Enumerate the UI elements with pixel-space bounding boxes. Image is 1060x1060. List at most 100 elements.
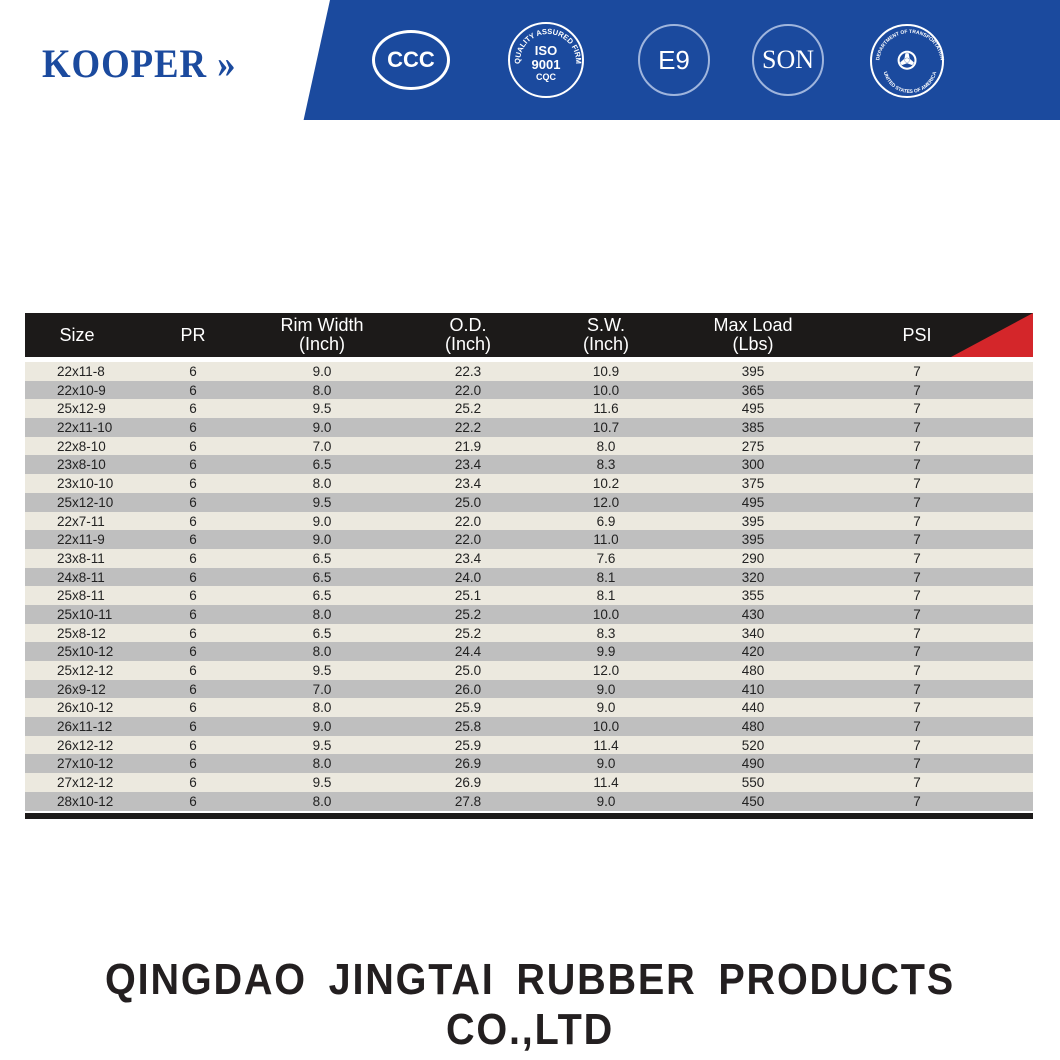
cell-size: 23x8-10 bbox=[57, 457, 106, 473]
table-row: 25x12-12 6 9.5 25.0 12.0 480 7 bbox=[25, 661, 1033, 680]
cell-rim-width: 9.0 bbox=[312, 532, 332, 548]
cell-od: 25.9 bbox=[454, 737, 482, 753]
cell-max-load: 365 bbox=[741, 382, 765, 398]
col-header-max-load: Max Load (Lbs) bbox=[713, 315, 793, 354]
cell-max-load: 480 bbox=[741, 663, 765, 678]
cell-size: 25x12-12 bbox=[57, 663, 114, 678]
cell-rim-width: 9.5 bbox=[312, 663, 332, 678]
cell-psi: 7 bbox=[913, 737, 921, 753]
table-row: 22x11-8 6 9.0 22.3 10.9 395 7 bbox=[25, 362, 1033, 381]
cell-rim-width: 8.0 bbox=[312, 382, 332, 398]
cell-psi: 7 bbox=[913, 532, 921, 548]
cell-sw: 7.6 bbox=[596, 550, 616, 566]
cell-max-load: 520 bbox=[741, 737, 765, 753]
cell-pr: 6 bbox=[189, 420, 197, 436]
cell-size: 26x10-12 bbox=[57, 700, 114, 716]
iso-label: ISO 9001 bbox=[531, 43, 561, 72]
cell-od: 25.8 bbox=[454, 719, 482, 735]
cell-od: 25.1 bbox=[454, 588, 482, 604]
red-corner-accent bbox=[951, 313, 1033, 357]
cell-max-load: 410 bbox=[741, 681, 765, 697]
cell-od: 23.4 bbox=[454, 457, 482, 473]
cell-sw: 8.0 bbox=[596, 438, 616, 454]
table-row: 22x11-10 6 9.0 22.2 10.7 385 7 bbox=[25, 418, 1033, 437]
table-row: 22x11-9 6 9.0 22.0 11.0 395 7 bbox=[25, 530, 1033, 549]
son-certification-logo: SON bbox=[752, 24, 824, 96]
cell-sw: 10.2 bbox=[592, 476, 620, 492]
cell-pr: 6 bbox=[189, 364, 197, 379]
cell-sw: 9.0 bbox=[596, 756, 616, 772]
cell-max-load: 450 bbox=[741, 793, 765, 809]
cell-od: 25.2 bbox=[454, 606, 482, 622]
cell-od: 24.0 bbox=[454, 569, 482, 585]
table-row: 22x8-10 6 7.0 21.9 8.0 275 7 bbox=[25, 437, 1033, 456]
cell-psi: 7 bbox=[913, 494, 921, 510]
table-row: 25x12-10 6 9.5 25.0 12.0 495 7 bbox=[25, 492, 1033, 512]
col-header-od: O.D. (Inch) bbox=[444, 315, 492, 354]
company-name: QINGDAO JINGTAI RUBBER PRODUCTS CO.,LTD bbox=[105, 955, 955, 1054]
cell-psi: 7 bbox=[913, 476, 921, 492]
cell-psi: 7 bbox=[913, 719, 921, 735]
cell-psi: 7 bbox=[913, 606, 921, 622]
cell-pr: 6 bbox=[189, 382, 197, 398]
cell-od: 27.8 bbox=[454, 793, 482, 809]
table-row: 22x10-9 6 8.0 22.0 10.0 365 7 bbox=[25, 380, 1033, 400]
cell-rim-width: 9.5 bbox=[312, 737, 332, 753]
table-row: 26x12-12 6 9.5 25.9 11.4 520 7 bbox=[25, 736, 1033, 755]
cell-size: 26x9-12 bbox=[57, 681, 106, 697]
cell-od: 22.3 bbox=[454, 364, 482, 379]
cell-size: 23x10-10 bbox=[57, 476, 114, 492]
cell-size: 25x8-11 bbox=[57, 588, 105, 604]
cell-rim-width: 7.0 bbox=[312, 681, 332, 697]
table-row: 26x10-12 6 8.0 25.9 9.0 440 7 bbox=[25, 698, 1033, 717]
table-body: 22x11-8 6 9.0 22.3 10.9 395 7 22x10-9 6 8.0 22.0 10… bbox=[25, 362, 1033, 811]
brand-arrows-icon: » bbox=[217, 41, 237, 86]
cell-size: 25x10-11 bbox=[57, 606, 113, 622]
dot-ring-text: DEPARTMENT OF TRANSPORTATION UNITED STAT… bbox=[875, 29, 945, 95]
cell-psi: 7 bbox=[913, 663, 921, 678]
cell-pr: 6 bbox=[189, 532, 197, 548]
cell-max-load: 430 bbox=[741, 606, 765, 622]
cell-od: 22.2 bbox=[454, 420, 482, 436]
cell-max-load: 375 bbox=[741, 476, 765, 492]
cell-psi: 7 bbox=[913, 588, 921, 604]
dot-seal-logo: DEPARTMENT OF TRANSPORTATION UNITED STAT… bbox=[870, 24, 945, 98]
table-row: 23x8-11 6 6.5 23.4 7.6 290 7 bbox=[25, 549, 1033, 568]
cell-sw: 9.0 bbox=[596, 700, 616, 716]
cell-psi: 7 bbox=[913, 401, 921, 417]
cell-max-load: 495 bbox=[741, 401, 765, 417]
cell-od: 21.9 bbox=[454, 438, 482, 454]
cell-pr: 6 bbox=[189, 793, 197, 809]
cell-sw: 11.0 bbox=[593, 532, 619, 548]
cell-psi: 7 bbox=[913, 700, 921, 716]
col-header-sw: S.W. (Inch) bbox=[582, 315, 630, 354]
cell-pr: 6 bbox=[189, 569, 197, 585]
ccc-label: CCC bbox=[387, 47, 435, 72]
son-label: SON bbox=[761, 45, 814, 74]
cell-sw: 11.4 bbox=[593, 775, 619, 791]
cell-sw: 10.9 bbox=[592, 364, 620, 379]
dot-bottom-label: UNITED STATES OF AMERICA bbox=[882, 71, 939, 95]
cell-psi: 7 bbox=[913, 569, 921, 585]
cell-od: 25.9 bbox=[454, 700, 482, 716]
e9-certification-logo: E9 bbox=[638, 24, 710, 96]
cell-pr: 6 bbox=[189, 494, 197, 510]
cell-max-load: 300 bbox=[741, 457, 765, 473]
cell-sw: 8.3 bbox=[596, 457, 616, 473]
cell-sw: 10.0 bbox=[592, 719, 620, 735]
cell-rim-width: 9.0 bbox=[312, 719, 332, 735]
cell-max-load: 395 bbox=[741, 532, 765, 548]
cell-max-load: 550 bbox=[741, 775, 765, 791]
table-row: 23x10-10 6 8.0 23.4 10.2 375 7 bbox=[25, 474, 1033, 493]
cell-psi: 7 bbox=[913, 364, 921, 379]
svg-text:UNITED STATES OF AMERICA: UNITED STATES OF AMERICA bbox=[882, 71, 939, 95]
cqc-label: CQC bbox=[536, 72, 556, 82]
cell-rim-width: 9.0 bbox=[312, 364, 332, 379]
cell-pr: 6 bbox=[189, 700, 197, 716]
table-row: 25x12-9 6 9.5 25.2 11.6 495 7 bbox=[25, 399, 1033, 418]
cell-pr: 6 bbox=[189, 438, 197, 454]
cell-rim-width: 6.5 bbox=[312, 588, 332, 604]
cell-rim-width: 9.5 bbox=[312, 401, 332, 417]
cell-pr: 6 bbox=[189, 737, 197, 753]
cell-size: 27x12-12 bbox=[57, 775, 114, 791]
